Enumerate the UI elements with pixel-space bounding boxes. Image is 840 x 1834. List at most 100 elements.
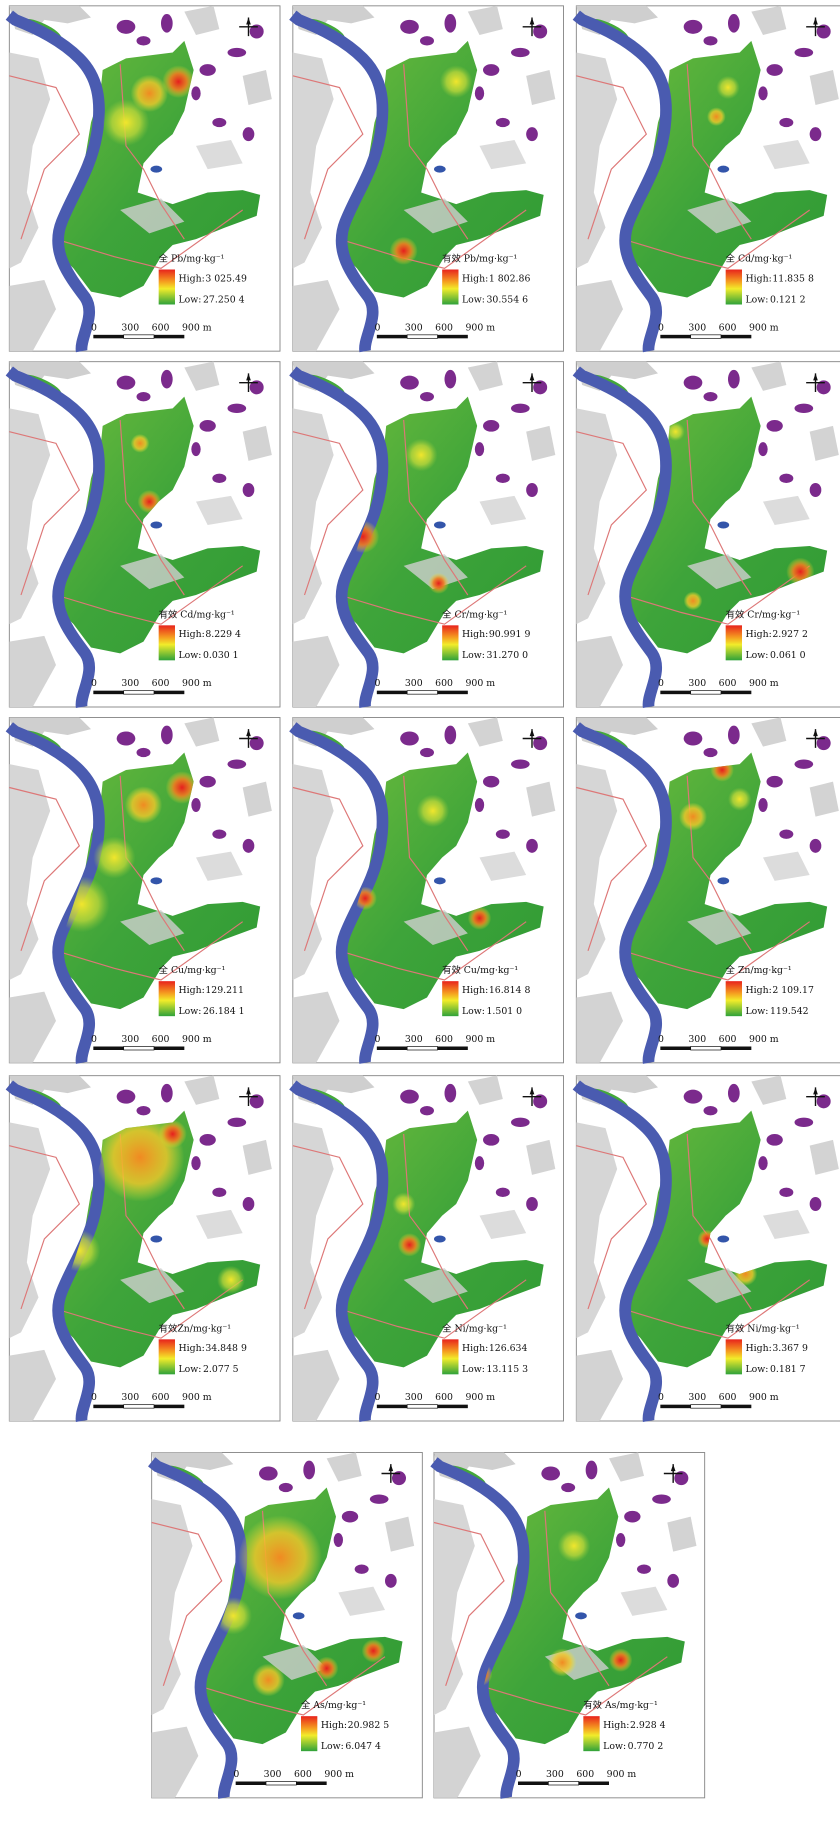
scale-label: 900 m [466, 322, 496, 333]
legend-high-label: High: [746, 1343, 772, 1354]
hotspot [361, 1639, 385, 1663]
scale-label: 300 [405, 1034, 423, 1045]
legend-low-label: Low: [179, 294, 202, 305]
legend-low-value: 0.181 7 [770, 1364, 806, 1375]
legend-low-value: 0.030 1 [203, 650, 239, 661]
scale-label: 900 m [749, 322, 779, 333]
scale-label: 300 [546, 1769, 564, 1780]
scale-label: 900 m [466, 1392, 496, 1403]
scale-label: 0 [91, 1034, 97, 1045]
scale-label: 0 [233, 1769, 239, 1780]
legend-low-label: Low: [462, 294, 485, 305]
legend-high-value: 20.982 5 [348, 1720, 390, 1731]
legend-high-label: High: [603, 1720, 629, 1731]
legend-low-label: Low: [746, 650, 769, 661]
legend-high-value: 90.991 9 [489, 629, 531, 640]
legend-title: 有效 Ni/mg·kg⁻¹ [726, 1322, 800, 1334]
hotspot [679, 802, 707, 831]
legend-title: 全 Cr/mg·kg⁻¹ [442, 608, 507, 620]
scale-label: 0 [91, 322, 97, 333]
hotspot [439, 65, 473, 98]
legend-high-value: 34.848 9 [205, 1343, 247, 1354]
legend-title: 全 Ni/mg·kg⁻¹ [442, 1322, 507, 1334]
legend-high-value: 3 025.49 [205, 273, 247, 284]
base-map [152, 1453, 423, 1798]
scale-label: 900 m [749, 678, 779, 689]
legend-low-value: 13.115 3 [487, 1364, 529, 1375]
scale-label: 0 [658, 678, 664, 689]
legend-high-value: 2.927 2 [772, 629, 808, 640]
hotspot [392, 1192, 416, 1216]
scale-label: 600 [435, 678, 453, 689]
legend-high-label: High: [179, 629, 205, 640]
scale-label: 0 [516, 1769, 522, 1780]
hotspot [548, 1648, 577, 1677]
map-panel: 全 Cr/mg·kg⁻¹ High: 90.991 9 Low: 31.270 0 0 30… [293, 362, 564, 707]
legend-high-label: High: [746, 629, 772, 640]
hotspot [252, 1663, 285, 1697]
hotspot [609, 1648, 633, 1672]
legend-high-value: 129.211 [205, 985, 244, 996]
hotspot [557, 1529, 591, 1563]
scale-label: 0 [658, 1392, 664, 1403]
legend-high-value: 1 802.86 [489, 273, 531, 284]
scale-label: 900 m [182, 322, 212, 333]
scale-label: 600 [152, 678, 170, 689]
scale-label: 600 [152, 1034, 170, 1045]
legend-title: 有效 Pb/mg·kg⁻¹ [442, 252, 517, 264]
scale-label: 300 [405, 322, 423, 333]
legend-high-label: High: [746, 273, 772, 284]
scale-label: 600 [719, 678, 737, 689]
scale-label: 300 [688, 1034, 706, 1045]
hotspots [102, 65, 195, 146]
legend-low-label: Low: [603, 1741, 626, 1752]
scale-label: 300 [264, 1769, 282, 1780]
scale-label: 900 m [607, 1769, 637, 1780]
scale-label: 0 [375, 1034, 381, 1045]
legend-low-label: Low: [746, 294, 769, 305]
legend-title: 有效 Cd/mg·kg⁻¹ [159, 608, 235, 620]
scale-label: 600 [435, 1034, 453, 1045]
hotspot [404, 438, 438, 472]
hotspot [315, 1656, 339, 1680]
hotspot [666, 422, 685, 441]
scale-label: 300 [405, 678, 423, 689]
scale-label: 0 [375, 322, 381, 333]
legend-high-value: 16.814 8 [489, 985, 531, 996]
legend-title: 全 As/mg·kg⁻¹ [301, 1699, 366, 1711]
legend-low-label: Low: [746, 1006, 769, 1017]
legend-low-label: Low: [179, 650, 202, 661]
legend-high-label: High: [462, 273, 488, 284]
hotspot [130, 434, 150, 453]
hotspot [124, 786, 163, 824]
legend-high-value: 126.634 [489, 1343, 528, 1354]
scale-label: 600 [719, 1034, 737, 1045]
legend-title: 有效 Cu/mg·kg⁻¹ [442, 964, 518, 976]
legend-low-label: Low: [179, 1364, 202, 1375]
scale-label: 900 m [466, 1034, 496, 1045]
scale-label: 900 m [182, 678, 212, 689]
scale-label: 600 [576, 1769, 594, 1780]
legend-title: 有效 Cr/mg·kg⁻¹ [726, 608, 801, 620]
legend-low-label: Low: [462, 650, 485, 661]
legend-title: 全 Zn/mg·kg⁻¹ [726, 964, 792, 976]
scale-label: 900 m [749, 1392, 779, 1403]
hotspot [217, 1265, 245, 1294]
map-panel: 全 Ni/mg·kg⁻¹ High: 126.634 Low: 13.115 3 0 300… [293, 1076, 564, 1421]
legend-high-value: 2.928 4 [630, 1720, 666, 1731]
scale-label: 300 [405, 1392, 423, 1403]
legend-low-value: 0.770 2 [628, 1741, 664, 1752]
legend-low-value: 1.501 0 [487, 1006, 523, 1017]
hotspot [158, 1120, 187, 1148]
legend-high-label: High: [462, 1343, 488, 1354]
scale-label: 600 [152, 1392, 170, 1403]
scale-label: 900 m [182, 1034, 212, 1045]
base-map [434, 1453, 705, 1798]
scale-label: 0 [91, 678, 97, 689]
legend-low-value: 0.061 0 [770, 650, 806, 661]
